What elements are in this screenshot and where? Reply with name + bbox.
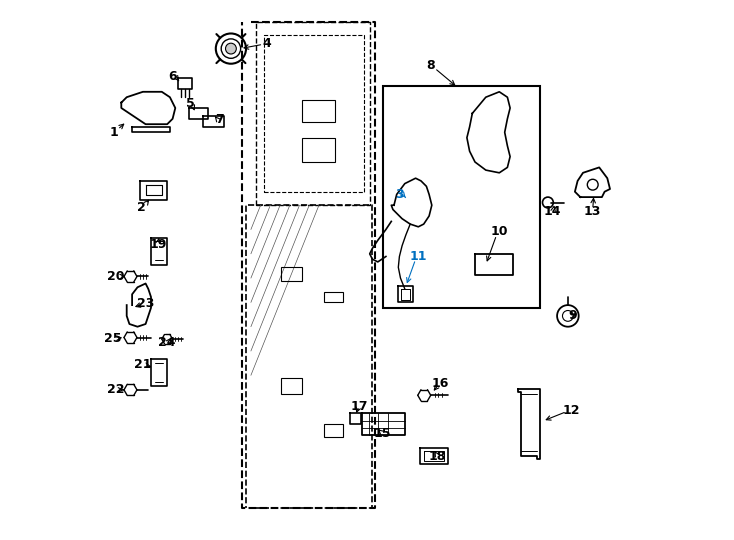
Text: 11: 11 <box>410 250 427 263</box>
Text: 21: 21 <box>134 358 152 371</box>
Text: 6: 6 <box>168 70 177 83</box>
Text: 1: 1 <box>110 126 119 139</box>
Text: 18: 18 <box>429 450 446 463</box>
Text: 4: 4 <box>263 37 272 50</box>
Text: 16: 16 <box>431 377 448 390</box>
Text: 24: 24 <box>159 336 176 349</box>
Polygon shape <box>383 86 539 308</box>
Text: 10: 10 <box>490 225 508 238</box>
Text: 8: 8 <box>426 59 435 72</box>
Text: 3: 3 <box>395 188 404 201</box>
Text: 20: 20 <box>107 270 125 283</box>
Text: 14: 14 <box>543 205 561 218</box>
Text: 7: 7 <box>214 113 223 126</box>
Text: 23: 23 <box>137 297 154 310</box>
Text: 5: 5 <box>186 97 195 110</box>
Text: 9: 9 <box>568 309 576 322</box>
Text: 22: 22 <box>107 383 125 396</box>
Text: 13: 13 <box>584 205 601 218</box>
Text: 17: 17 <box>351 400 368 413</box>
Circle shape <box>225 43 236 54</box>
Text: 19: 19 <box>149 238 167 251</box>
Text: 2: 2 <box>137 201 145 214</box>
Text: 15: 15 <box>374 427 391 440</box>
Text: 12: 12 <box>562 404 580 417</box>
Text: 25: 25 <box>104 332 122 345</box>
